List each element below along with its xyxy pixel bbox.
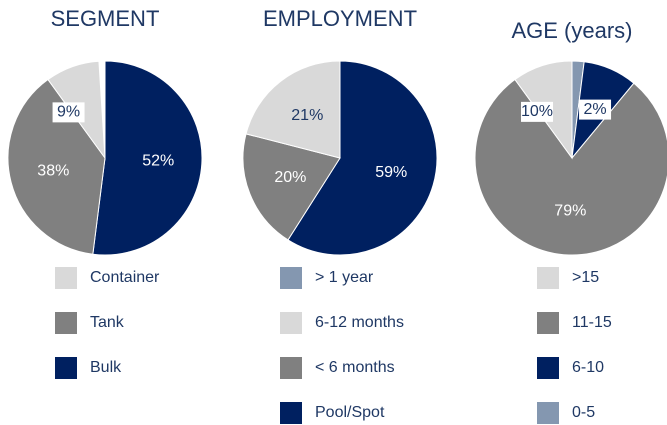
- legend-swatch: [280, 357, 302, 379]
- legend-swatch: [537, 357, 559, 379]
- pie-slice: [474, 78, 667, 256]
- data-label: 21%: [291, 107, 323, 124]
- legend-swatch: [280, 312, 302, 334]
- pie-slice: [242, 133, 341, 241]
- chart-title: EMPLOYMENT: [263, 6, 417, 31]
- data-label: 52%: [142, 153, 174, 170]
- legend-swatch: [55, 357, 77, 379]
- legend-label: 0-5: [572, 404, 595, 421]
- label-box: [52, 102, 85, 123]
- legend-label: Pool/Spot: [315, 404, 385, 421]
- legend-swatch: [280, 267, 302, 289]
- pie-slice: [287, 60, 438, 256]
- data-label: 9%: [57, 104, 80, 121]
- pie-slice: [7, 78, 106, 255]
- chart-title: SEGMENT: [51, 6, 160, 31]
- data-label: 79%: [554, 203, 586, 220]
- legend-swatch: [537, 312, 559, 334]
- data-label: 2%: [583, 101, 606, 118]
- legend-label: 11-15: [572, 314, 612, 331]
- pie-slice: [92, 60, 203, 256]
- legend-swatch: [55, 312, 77, 334]
- chart-title: AGE (years): [511, 18, 632, 43]
- data-label: 10%: [521, 103, 553, 120]
- legend-swatch: [537, 402, 559, 424]
- legend-swatch: [55, 267, 77, 289]
- data-label: 20%: [274, 169, 306, 186]
- legend-label: Container: [90, 269, 160, 286]
- legend-label: > 1 year: [315, 269, 374, 286]
- label-box: [579, 99, 612, 120]
- legend-label: Bulk: [90, 359, 122, 376]
- legend-label: 6-10: [572, 359, 604, 376]
- legend-label: >15: [572, 269, 599, 286]
- data-label: 38%: [37, 162, 69, 179]
- legend-label: Tank: [90, 314, 125, 331]
- legend-label: < 6 months: [315, 359, 395, 376]
- pie-slice: [245, 60, 341, 159]
- data-label: 59%: [375, 164, 407, 181]
- legend-label: 6-12 months: [315, 314, 404, 331]
- legend-swatch: [280, 402, 302, 424]
- label-box: [521, 101, 554, 122]
- legend-swatch: [537, 267, 559, 289]
